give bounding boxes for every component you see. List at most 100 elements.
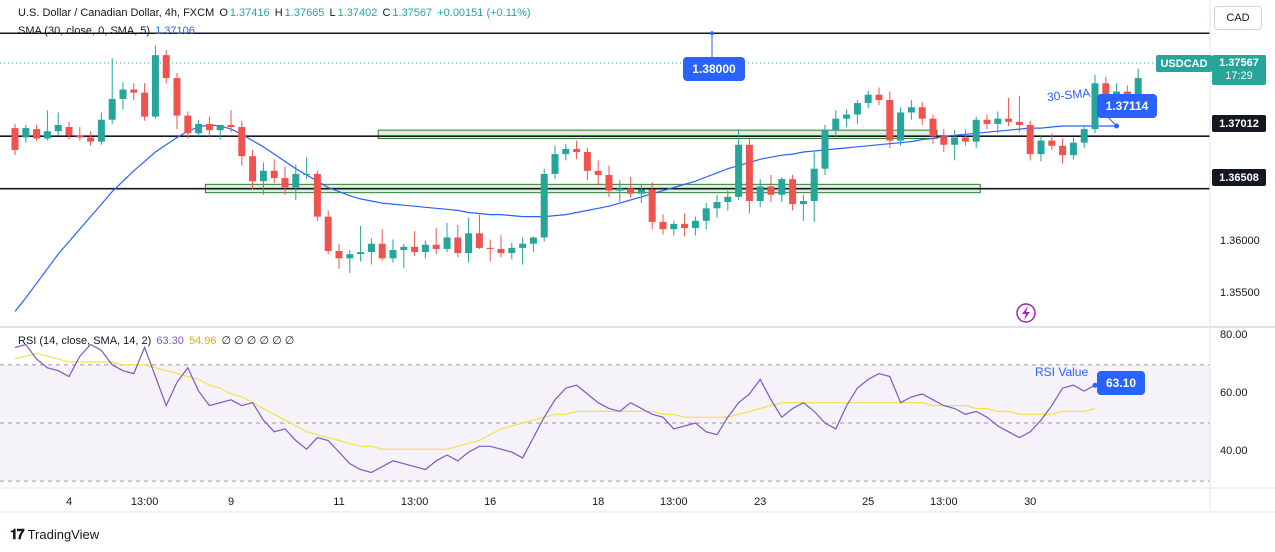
candle	[432, 228, 440, 255]
open-value: 1.37416	[229, 7, 270, 19]
zone-1	[377, 129, 938, 139]
candle	[205, 116, 213, 138]
candle	[562, 143, 570, 161]
candle	[97, 112, 105, 145]
candle-body	[821, 130, 829, 169]
candle-body	[832, 118, 840, 131]
candle	[65, 121, 73, 140]
candle-body	[627, 188, 635, 194]
candle-body	[789, 179, 797, 205]
candle	[465, 217, 473, 263]
candle-body	[432, 244, 440, 249]
candle	[605, 165, 613, 197]
candle-body	[810, 168, 818, 202]
candle-body	[864, 94, 872, 104]
candle	[421, 240, 429, 259]
lightning-icon	[1016, 303, 1036, 323]
last-price-tag: 1.37567 17:29	[1212, 55, 1266, 85]
currency-button[interactable]: CAD	[1214, 6, 1262, 30]
sma-legend: SMA (30, close, 0, SMA, 5) 1.37106	[18, 25, 197, 37]
rsi-panel	[0, 343, 1210, 482]
candle-body	[11, 128, 19, 150]
candle	[475, 214, 483, 249]
candle-body	[141, 92, 149, 117]
candle	[961, 129, 969, 146]
candle-body	[1134, 78, 1142, 95]
candle	[22, 124, 30, 143]
candle	[389, 239, 397, 263]
candle	[864, 90, 872, 109]
y-tick-label: 1.36000	[1220, 234, 1260, 247]
candle	[227, 110, 235, 133]
tradingview-logo[interactable]: 𝟏𝟕 TradingView	[10, 526, 99, 543]
candle-body	[367, 243, 375, 253]
candle	[270, 159, 278, 184]
candle-body	[313, 173, 321, 217]
candle-body	[972, 119, 980, 142]
candle	[886, 91, 894, 148]
candle-body	[681, 223, 689, 229]
candle-body	[540, 173, 548, 238]
candle	[1134, 68, 1142, 96]
candle	[87, 131, 95, 146]
tradingview-wordmark: TradingView	[27, 527, 100, 542]
close-value: 1.37567	[392, 7, 433, 19]
candle-body	[659, 221, 667, 230]
low-value: 1.37402	[337, 7, 378, 19]
rsi-extra: ∅ ∅ ∅ ∅ ∅ ∅	[221, 335, 295, 347]
x-tick-label: 13:00	[660, 496, 688, 508]
candle	[173, 72, 181, 130]
candle-body	[702, 208, 710, 221]
candle	[1005, 97, 1013, 126]
candle-body	[961, 137, 969, 142]
y-tick-label: 80.00	[1220, 328, 1248, 341]
candle	[367, 238, 375, 265]
candle	[573, 140, 581, 160]
candle-body	[994, 118, 1002, 124]
candle-body	[216, 124, 224, 131]
candle-body	[465, 233, 473, 254]
candle-body	[87, 137, 95, 142]
candle-body	[443, 237, 451, 249]
candle-body	[907, 107, 915, 113]
candle-body	[421, 244, 429, 253]
bar-countdown: 17:29	[1225, 70, 1253, 82]
candle	[508, 242, 516, 260]
candle-body	[33, 129, 41, 139]
candle	[691, 216, 699, 236]
candle-body	[238, 127, 246, 157]
candle-body	[573, 148, 581, 153]
candle	[940, 129, 948, 153]
candle	[670, 220, 678, 236]
rsi-band	[0, 364, 1210, 482]
x-tick-label: 25	[862, 496, 875, 508]
candle-body	[130, 89, 138, 93]
candle-body	[65, 127, 73, 136]
x-tick-label: 13:00	[400, 496, 429, 508]
candle	[54, 112, 62, 136]
candle-body	[799, 201, 807, 205]
candle	[713, 194, 721, 218]
candle	[724, 190, 732, 211]
candle-body	[508, 247, 516, 254]
candle-body	[637, 189, 645, 194]
candle-body	[756, 186, 764, 202]
candle	[821, 124, 829, 175]
candle	[411, 231, 419, 257]
candle	[216, 124, 224, 140]
candle	[141, 83, 149, 121]
candle	[43, 110, 51, 141]
candle	[745, 137, 753, 214]
candle	[702, 203, 710, 230]
candle-body	[292, 173, 300, 188]
candle	[735, 129, 743, 200]
candle-body	[43, 131, 51, 139]
candle-body	[249, 156, 257, 182]
candle-body	[173, 78, 181, 116]
candle	[184, 111, 192, 139]
candle-body	[594, 170, 602, 175]
rsi-ma-legend-value: 54.96	[188, 335, 217, 347]
candle-body	[184, 115, 192, 134]
candle	[810, 152, 818, 222]
